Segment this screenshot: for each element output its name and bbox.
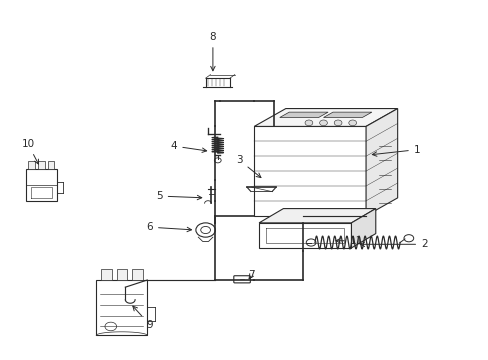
Polygon shape bbox=[116, 269, 127, 280]
Polygon shape bbox=[96, 280, 147, 336]
Polygon shape bbox=[132, 269, 142, 280]
Text: 10: 10 bbox=[21, 139, 39, 164]
Circle shape bbox=[333, 120, 341, 126]
FancyBboxPatch shape bbox=[233, 276, 250, 283]
Text: 2: 2 bbox=[360, 239, 427, 249]
Text: 7: 7 bbox=[248, 270, 255, 280]
Text: 8: 8 bbox=[209, 32, 216, 71]
Text: 6: 6 bbox=[146, 222, 191, 232]
Polygon shape bbox=[38, 161, 44, 169]
Polygon shape bbox=[366, 109, 397, 216]
Circle shape bbox=[305, 120, 312, 126]
Text: 4: 4 bbox=[170, 141, 206, 152]
Text: 9: 9 bbox=[133, 306, 153, 330]
Polygon shape bbox=[28, 161, 35, 169]
Polygon shape bbox=[26, 169, 57, 202]
Text: 5: 5 bbox=[156, 191, 202, 201]
Circle shape bbox=[305, 239, 315, 246]
Text: 1: 1 bbox=[371, 145, 420, 156]
Circle shape bbox=[348, 120, 356, 126]
Circle shape bbox=[196, 223, 215, 237]
Polygon shape bbox=[259, 223, 351, 248]
Circle shape bbox=[201, 226, 210, 234]
Text: 11: 11 bbox=[335, 236, 362, 246]
Circle shape bbox=[105, 322, 116, 331]
Circle shape bbox=[403, 235, 413, 242]
Polygon shape bbox=[101, 269, 112, 280]
Polygon shape bbox=[259, 208, 375, 223]
Polygon shape bbox=[351, 208, 375, 248]
Polygon shape bbox=[254, 126, 366, 216]
Polygon shape bbox=[323, 112, 371, 117]
Text: 3: 3 bbox=[236, 156, 261, 177]
Polygon shape bbox=[279, 112, 327, 117]
Polygon shape bbox=[254, 109, 397, 126]
Circle shape bbox=[214, 158, 221, 163]
Circle shape bbox=[319, 120, 327, 126]
Polygon shape bbox=[47, 161, 54, 169]
